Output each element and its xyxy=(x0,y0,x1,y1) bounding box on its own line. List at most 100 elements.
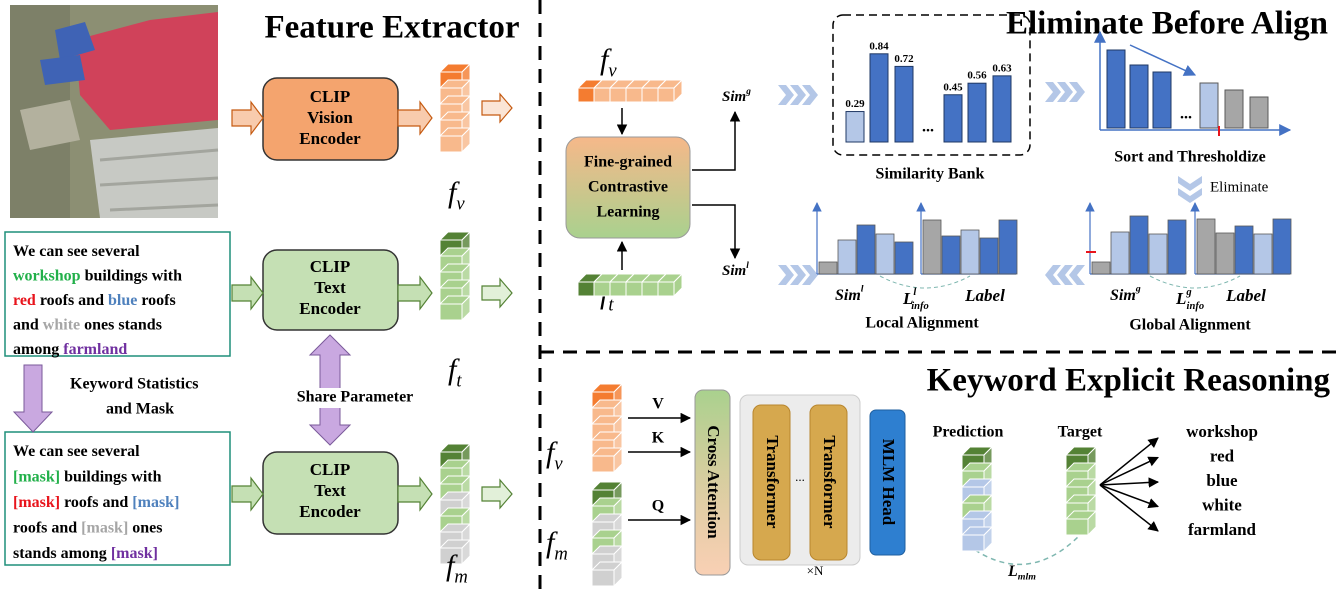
alignment-bar xyxy=(923,220,941,274)
block-arrow xyxy=(232,478,263,510)
similarity-value: 0.72 xyxy=(894,53,914,65)
alignment-bar xyxy=(876,234,894,274)
block-arrow xyxy=(398,478,432,510)
similarity-bar xyxy=(944,95,962,142)
symbol-sub: v xyxy=(456,194,465,215)
caption-segment: [mask] xyxy=(132,494,179,511)
feature-cell xyxy=(440,304,462,320)
symbol: Siml xyxy=(835,284,864,304)
keyword: white xyxy=(1202,495,1242,514)
symbol-sub: info xyxy=(911,301,929,312)
caption-segment: white xyxy=(43,316,80,333)
caption-segment: stands among xyxy=(13,545,111,562)
symbol-sup: g xyxy=(745,87,751,97)
sorted-bar xyxy=(1153,72,1171,128)
feature-cell xyxy=(592,456,614,472)
contrastive-label: Fine-grained xyxy=(584,154,672,171)
caption-segment: ones stands xyxy=(80,316,162,333)
encoder-label: CLIP xyxy=(310,257,351,276)
encoder-label: Encoder xyxy=(299,129,361,148)
similarity-bar xyxy=(968,83,986,142)
symbol-base: Sim xyxy=(722,89,746,105)
alignment-bar xyxy=(1130,216,1148,274)
caption-line: We can see several xyxy=(13,243,140,260)
alignment-bar xyxy=(1197,219,1215,274)
share-label: Share Parameter xyxy=(297,389,414,406)
sorted-bar xyxy=(1107,50,1125,128)
caption-line: roofs and [mask] ones xyxy=(13,519,163,536)
sorted-bar xyxy=(1250,97,1268,128)
chevron xyxy=(778,265,794,285)
symbol-sub: t xyxy=(456,371,462,392)
contrastive-label: Learning xyxy=(596,204,659,221)
section-title: Keyword Explicit Reasoning xyxy=(927,363,1331,399)
loss-arc xyxy=(880,276,970,288)
alignment-bar xyxy=(942,236,960,274)
input-label: Q xyxy=(652,498,664,515)
alignment-bar xyxy=(838,240,856,274)
symbol-sup: l xyxy=(746,261,749,271)
symbol: Siml xyxy=(722,261,749,279)
feature-cell xyxy=(626,88,642,102)
feature-cell xyxy=(610,88,626,102)
symbol: fv xyxy=(448,176,465,215)
caption-line: workshop buildings with xyxy=(13,267,182,284)
eliminate-label: Eliminate xyxy=(1210,179,1269,195)
similarity-value: 0.29 xyxy=(845,98,865,110)
caption-segment: roofs and xyxy=(36,292,108,309)
caption-segment: ones xyxy=(128,519,162,536)
step-label: Keyword Statistics xyxy=(70,376,198,393)
feature-cell xyxy=(578,88,594,102)
sorted-label: Sort and Thresholdize xyxy=(1114,149,1265,166)
block-arrow xyxy=(482,94,512,122)
block-arrow xyxy=(482,279,512,307)
encoder-label: Encoder xyxy=(299,502,361,521)
symbol: fv xyxy=(600,43,617,82)
sorted-bar xyxy=(1225,90,1243,128)
caption-segment: and xyxy=(13,316,43,333)
symbol-sub: mlm xyxy=(1018,572,1036,583)
symbol: ft xyxy=(448,353,462,392)
feature-cell xyxy=(440,136,462,152)
arrow xyxy=(692,205,735,258)
symbol-sub: m xyxy=(554,544,567,565)
chevron xyxy=(1069,265,1085,285)
caption-line: red roofs and blue roofs xyxy=(13,292,176,309)
symbol: fm xyxy=(546,526,568,565)
similarity-value: 0.56 xyxy=(967,70,987,82)
caption-segment: roofs xyxy=(137,292,175,309)
block-arrow xyxy=(398,277,432,309)
similarity-bar xyxy=(895,66,913,142)
ellipsis: ... xyxy=(1180,106,1192,123)
alignment-label: Global Alignment xyxy=(1129,317,1251,334)
feature-cell xyxy=(642,88,658,102)
symbol-sub: v xyxy=(608,61,617,82)
feature-cell xyxy=(962,535,984,551)
rotated-label: Transformer xyxy=(820,435,839,529)
label-word: Label xyxy=(1225,286,1266,305)
keyword-arrow xyxy=(1100,485,1158,507)
alignment-bar xyxy=(980,238,998,274)
symbol-sub: info xyxy=(1187,301,1205,312)
symbol-base: L xyxy=(1175,289,1186,308)
caption-segment: [mask] xyxy=(13,494,60,511)
caption-segment: We can see several xyxy=(13,443,140,460)
symbol: fv xyxy=(546,436,563,475)
caption-segment: buildings with xyxy=(60,468,161,485)
alignment-bar xyxy=(1216,233,1234,274)
alignment-bar xyxy=(961,230,979,274)
alignment-bar xyxy=(1273,219,1291,274)
caption-line: We can see several xyxy=(13,443,140,460)
symbol-sub: v xyxy=(554,454,563,475)
block-arrow xyxy=(482,480,512,508)
symbol: Lmlm xyxy=(1007,563,1036,583)
feature-cell xyxy=(1066,519,1088,535)
symbol-sup: g xyxy=(1185,288,1191,299)
caption-line: stands among [mask] xyxy=(13,545,158,562)
caption-line: [mask] buildings with xyxy=(13,468,162,485)
encoder-label: CLIP xyxy=(310,460,351,479)
keyword: farmland xyxy=(1188,520,1257,539)
alignment-bar xyxy=(857,225,875,274)
similarity-bar xyxy=(993,76,1011,142)
diagram: Feature Extractor Eliminate Before Align… xyxy=(0,0,1337,594)
